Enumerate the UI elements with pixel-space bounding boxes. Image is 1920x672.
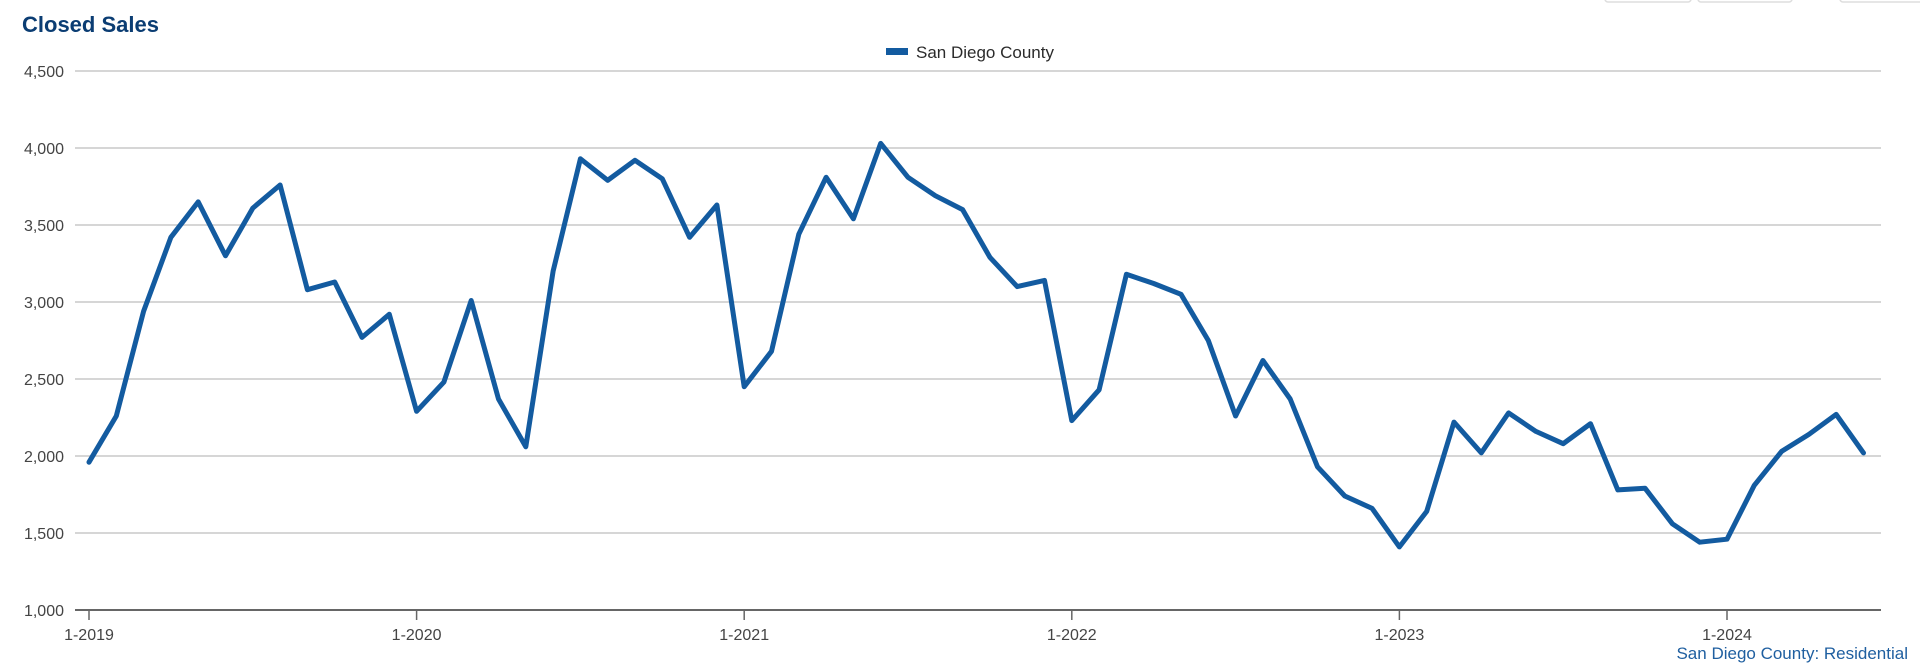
y-tick-label: 2,000 [24,449,64,466]
y-tick-label: 2,500 [24,372,64,389]
legend-swatch [886,48,908,55]
y-tick-label: 1,000 [24,603,64,620]
y-tick-label: 3,500 [24,218,64,235]
legend[interactable]: San Diego County [886,43,1054,62]
toolbar-button-2[interactable] [1697,0,1793,3]
y-tick-label: 1,500 [24,526,64,543]
y-axis-ticks: 4,500 4,000 3,500 3,000 2,500 2,000 1,500 1,000 [24,64,64,620]
x-tick-label: 1-2024 [1702,627,1752,644]
y-tick-label: 4,000 [24,141,64,158]
toolbar-button-1[interactable] [1604,0,1692,3]
y-tick-label: 3,000 [24,295,64,312]
x-tick-label: 1-2021 [719,627,769,644]
chart-title: Closed Sales [22,12,159,37]
x-tick-label: 1-2019 [64,627,114,644]
x-tick-label: 1-2022 [1047,627,1097,644]
x-tick-label: 1-2023 [1374,627,1424,644]
series-group [86,140,1866,550]
x-axis-ticks: 1-2019 1-2020 1-2021 1-2022 1-2023 1-2024 [64,610,1752,644]
source-label: San Diego County: Residential [1676,644,1908,663]
legend-label: San Diego County [916,43,1054,62]
x-tick-label: 1-2020 [392,627,442,644]
toolbar-button-3[interactable] [1839,0,1920,3]
series-line-san-diego-county[interactable] [86,140,1866,550]
y-tick-label: 4,500 [24,64,64,81]
y-gridlines [75,70,1881,534]
